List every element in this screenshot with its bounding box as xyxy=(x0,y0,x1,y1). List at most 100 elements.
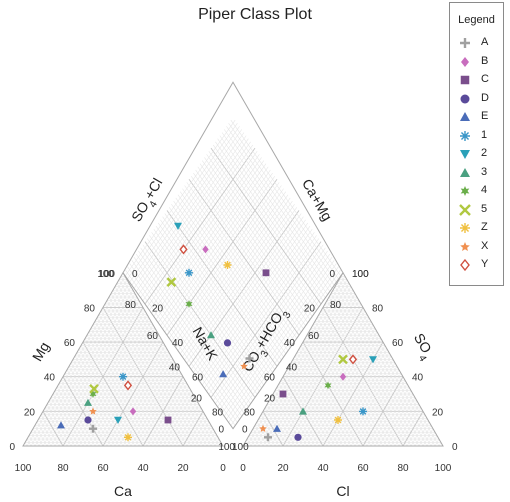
minor-grid-line xyxy=(26,276,126,447)
axis-label-mg: Mg xyxy=(29,339,53,364)
minor-grid-line xyxy=(274,390,308,447)
major-grid-line xyxy=(362,376,404,447)
minor-grid-line xyxy=(157,166,269,323)
minor-grid-line xyxy=(32,428,44,447)
minor-grid-line xyxy=(328,296,416,447)
data-point-D-anion xyxy=(294,433,302,441)
minor-grid-line xyxy=(34,283,130,447)
legend-marker xyxy=(460,150,470,159)
minor-grid-line xyxy=(160,169,271,326)
minor-grid-line xyxy=(162,393,194,447)
tick-label: 100 xyxy=(435,463,452,474)
data-point-C-anion xyxy=(279,390,287,398)
data-point-2-cation xyxy=(114,416,122,424)
data-point-4-diamond xyxy=(185,300,193,308)
minor-grid-line xyxy=(254,425,268,447)
minor-grid-line xyxy=(138,138,249,295)
data-point-3-anion xyxy=(299,407,307,415)
minor-grid-line xyxy=(308,331,376,447)
minor-grid-line xyxy=(82,324,154,447)
minor-grid-line xyxy=(434,438,440,447)
minor-grid-line xyxy=(410,418,428,447)
minor-grid-line xyxy=(430,435,438,447)
minor-grid-line xyxy=(182,188,293,345)
minor-grid-line xyxy=(252,428,264,447)
legend-marker-icon xyxy=(460,94,470,103)
legend-item: 5 xyxy=(450,201,503,219)
axis-label-ca: Ca xyxy=(114,483,132,499)
minor-grid-line xyxy=(304,338,368,447)
tick-label: 0 xyxy=(452,442,458,453)
legend-label: 2 xyxy=(481,147,488,159)
axis-label-part: Cl xyxy=(336,483,349,499)
legend-label: X xyxy=(481,239,489,252)
tick-label: 20 xyxy=(191,394,203,405)
tick-label: 0 xyxy=(240,463,246,474)
minor-grid-line xyxy=(248,435,256,447)
data-point-C-diamond xyxy=(262,269,270,277)
data-point-D-cation xyxy=(84,416,92,424)
tick-label: 40 xyxy=(317,463,329,474)
minor-grid-line xyxy=(195,169,306,326)
marker-shape xyxy=(299,407,307,415)
marker-shape xyxy=(89,407,97,415)
legend-marker xyxy=(460,186,470,196)
axis-label-part: 3 xyxy=(281,309,294,320)
minor-grid-line xyxy=(40,414,60,447)
minor-grid-line xyxy=(150,383,188,447)
marker-shape xyxy=(179,244,188,255)
marker-shape xyxy=(460,75,470,85)
legend-marker xyxy=(460,94,470,103)
marker-shape xyxy=(89,390,97,398)
tick-label: 100 xyxy=(15,463,32,474)
minor-grid-line xyxy=(310,331,378,447)
minor-grid-line xyxy=(290,362,340,447)
minor-grid-line xyxy=(68,366,116,447)
tick-label: 0 xyxy=(9,442,15,453)
tick-label: 20 xyxy=(24,407,36,418)
minor-grid-line xyxy=(24,442,28,447)
minor-grid-line xyxy=(133,132,245,289)
minor-grid-line xyxy=(60,380,100,447)
minor-grid-line xyxy=(142,144,254,302)
minor-grid-line xyxy=(406,414,426,447)
minor-grid-line xyxy=(294,317,370,447)
tick-label: 80 xyxy=(57,463,69,474)
data-point-A-cation xyxy=(89,424,97,433)
minor-grid-line xyxy=(66,310,146,447)
minor-grid-line xyxy=(158,390,192,447)
minor-grid-line xyxy=(326,345,386,447)
marker-shape xyxy=(174,222,182,230)
minor-grid-line xyxy=(366,380,406,447)
minor-grid-line xyxy=(30,431,40,447)
legend-label: A xyxy=(481,36,489,48)
minor-grid-line xyxy=(129,126,240,283)
grid-lines xyxy=(24,119,442,447)
marker-shape xyxy=(245,354,254,363)
tick-label: 60 xyxy=(264,373,276,384)
legend-marker-icon xyxy=(460,130,470,141)
minor-grid-line xyxy=(206,431,216,447)
minor-grid-line xyxy=(426,431,436,447)
data-point-B-anion xyxy=(339,372,347,381)
minor-grid-line xyxy=(260,414,280,447)
minor-grid-line xyxy=(74,355,128,447)
data-point-E-cation xyxy=(57,421,65,429)
minor-grid-line xyxy=(179,191,291,348)
axis-label-part: 4 xyxy=(147,199,160,210)
minor-grid-line xyxy=(58,383,96,447)
tick-label: 20 xyxy=(264,394,276,405)
minor-grid-line xyxy=(198,425,212,447)
minor-grid-line xyxy=(256,421,272,447)
minor-grid-line xyxy=(201,160,313,317)
minor-grid-line xyxy=(186,414,206,447)
marker-shape xyxy=(124,433,132,442)
legend-item: E xyxy=(450,108,503,126)
minor-grid-line xyxy=(212,144,324,302)
minor-grid-line xyxy=(217,138,328,295)
minor-grid-line xyxy=(199,163,311,320)
axis-label-part: Ca+Mg xyxy=(299,176,336,223)
minor-grid-line xyxy=(170,400,198,447)
legend-marker xyxy=(460,112,470,121)
